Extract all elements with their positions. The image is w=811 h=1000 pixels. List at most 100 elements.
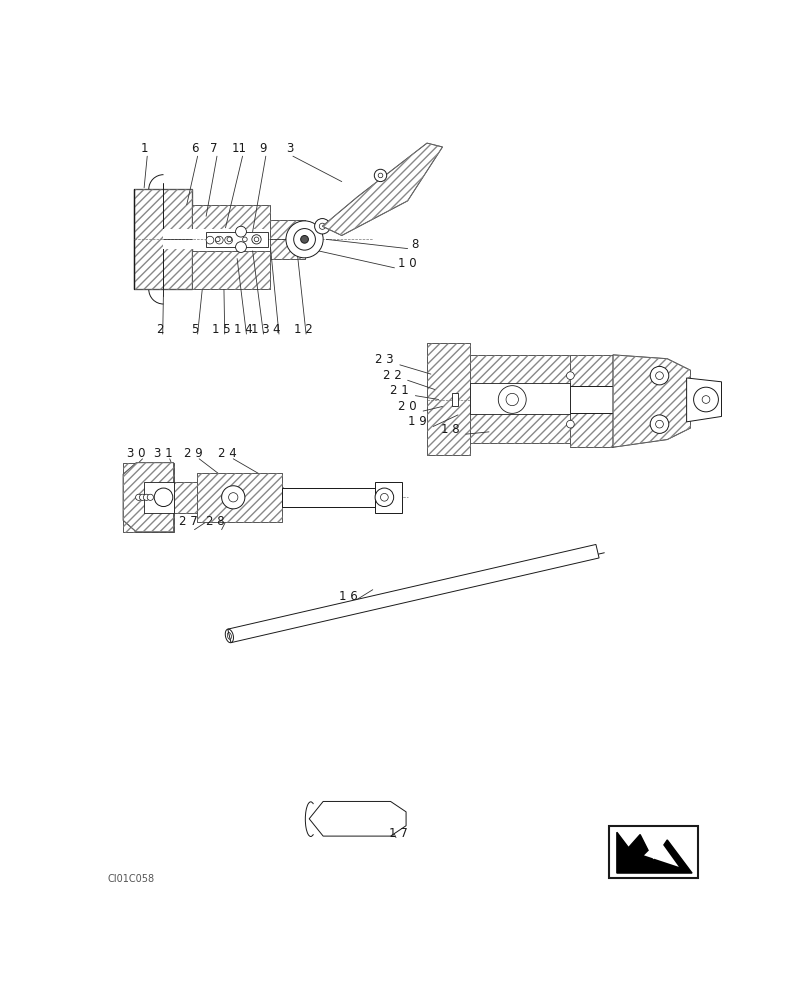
Polygon shape (686, 378, 721, 422)
Circle shape (235, 242, 246, 252)
Polygon shape (322, 143, 442, 235)
Circle shape (215, 236, 223, 244)
Text: 1 8: 1 8 (440, 423, 459, 436)
Text: 2 8: 2 8 (206, 515, 225, 528)
Circle shape (235, 226, 246, 237)
Circle shape (294, 229, 315, 250)
Bar (569, 355, 612, 447)
Circle shape (225, 236, 232, 244)
Polygon shape (228, 544, 599, 643)
Text: 2 6: 2 6 (152, 515, 171, 528)
Circle shape (380, 493, 388, 501)
Circle shape (242, 237, 247, 242)
Text: 1 3: 1 3 (251, 323, 269, 336)
Text: 1: 1 (140, 142, 148, 155)
Circle shape (375, 488, 393, 507)
Text: 9: 9 (259, 142, 266, 155)
Bar (375, 482, 401, 513)
Polygon shape (616, 832, 691, 873)
Circle shape (147, 494, 153, 500)
Bar (469, 355, 569, 443)
Bar (206, 232, 268, 247)
Text: 2 0: 2 0 (398, 400, 416, 413)
Circle shape (378, 173, 382, 178)
Circle shape (221, 486, 245, 509)
Bar (192, 251, 269, 289)
Circle shape (206, 236, 213, 244)
Bar (427, 343, 469, 455)
Text: 7: 7 (210, 142, 217, 155)
Circle shape (693, 387, 718, 412)
Bar (174, 482, 196, 513)
Text: 2 3: 2 3 (375, 353, 393, 366)
Circle shape (215, 237, 220, 242)
Bar (569, 355, 612, 447)
Polygon shape (309, 801, 406, 836)
Circle shape (139, 494, 145, 500)
Bar (269, 220, 304, 259)
Text: 3 1: 3 1 (154, 447, 173, 460)
Text: 6: 6 (191, 142, 198, 155)
Text: 2 7: 2 7 (178, 515, 197, 528)
Polygon shape (123, 463, 174, 532)
Text: 2 4: 2 4 (217, 447, 236, 460)
Text: 3 0: 3 0 (127, 447, 145, 460)
Circle shape (227, 237, 231, 242)
Text: 8: 8 (411, 238, 418, 251)
Text: 2 2: 2 2 (382, 369, 401, 382)
Circle shape (374, 169, 386, 182)
Bar (569, 386, 667, 413)
Bar (134, 189, 192, 289)
Bar (196, 488, 340, 507)
Text: 2 5: 2 5 (127, 515, 145, 528)
Text: 1 4: 1 4 (234, 323, 252, 336)
Text: CI01C058: CI01C058 (108, 874, 155, 884)
Bar (608, 826, 697, 878)
Bar (134, 189, 192, 289)
Bar (163, 229, 269, 249)
Text: 2: 2 (156, 323, 163, 336)
Text: 3: 3 (285, 142, 293, 155)
Text: 1 9: 1 9 (408, 415, 427, 428)
Text: 4: 4 (272, 323, 279, 336)
Bar (427, 343, 469, 455)
Bar (469, 355, 569, 443)
Circle shape (650, 366, 668, 385)
Bar (192, 205, 269, 243)
Circle shape (505, 393, 517, 406)
Bar (123, 463, 174, 532)
Bar (192, 205, 269, 243)
Bar (144, 482, 174, 513)
Circle shape (654, 372, 663, 379)
Text: 11: 11 (232, 142, 247, 155)
Bar (174, 482, 196, 513)
Circle shape (135, 494, 142, 500)
Text: 1 0: 1 0 (397, 257, 416, 270)
Text: 1 2: 1 2 (294, 323, 312, 336)
Text: 2 1: 2 1 (390, 384, 409, 397)
Bar (192, 251, 269, 289)
Circle shape (566, 420, 573, 428)
Bar (196, 473, 281, 522)
Circle shape (566, 372, 573, 379)
Text: 5: 5 (191, 323, 198, 336)
Text: 1 5: 1 5 (212, 323, 230, 336)
Polygon shape (612, 355, 689, 447)
Circle shape (498, 386, 526, 413)
Circle shape (654, 420, 663, 428)
Circle shape (229, 493, 238, 502)
Circle shape (300, 235, 308, 243)
Text: 1 7: 1 7 (388, 827, 407, 840)
Text: 1 6: 1 6 (338, 590, 357, 603)
Circle shape (251, 235, 261, 244)
Polygon shape (643, 840, 678, 867)
Circle shape (650, 415, 668, 433)
Circle shape (319, 223, 325, 229)
Bar (469, 383, 569, 414)
Circle shape (144, 494, 149, 500)
Text: 2 9: 2 9 (183, 447, 202, 460)
Bar (196, 473, 281, 522)
Circle shape (702, 396, 709, 403)
Circle shape (254, 237, 259, 242)
Bar (281, 488, 375, 507)
